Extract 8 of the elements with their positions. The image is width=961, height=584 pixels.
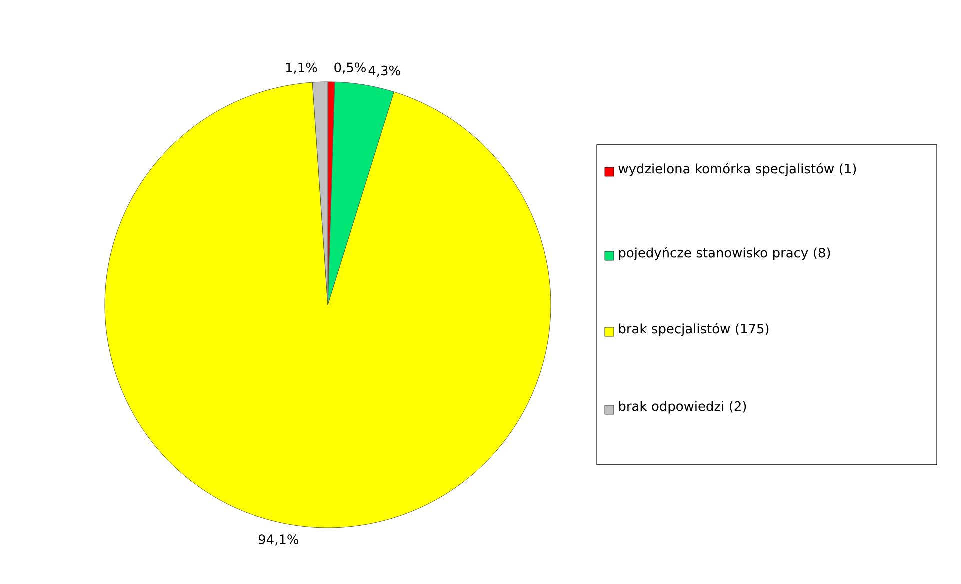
legend-label: brak odpowiedzi (2) (619, 401, 746, 414)
data-label: 4,3% (368, 66, 400, 77)
legend-label: brak specjalistów (175) (619, 323, 769, 336)
data-label: 1,1% (286, 62, 318, 74)
data-label: 0,5% (334, 62, 366, 74)
data-label: 94,1% (258, 534, 299, 546)
legend-label: pojedyńcze stanowisko pracy (8) (619, 247, 830, 260)
legend-label: wydzielona komórka specjalistów (1) (618, 163, 856, 176)
